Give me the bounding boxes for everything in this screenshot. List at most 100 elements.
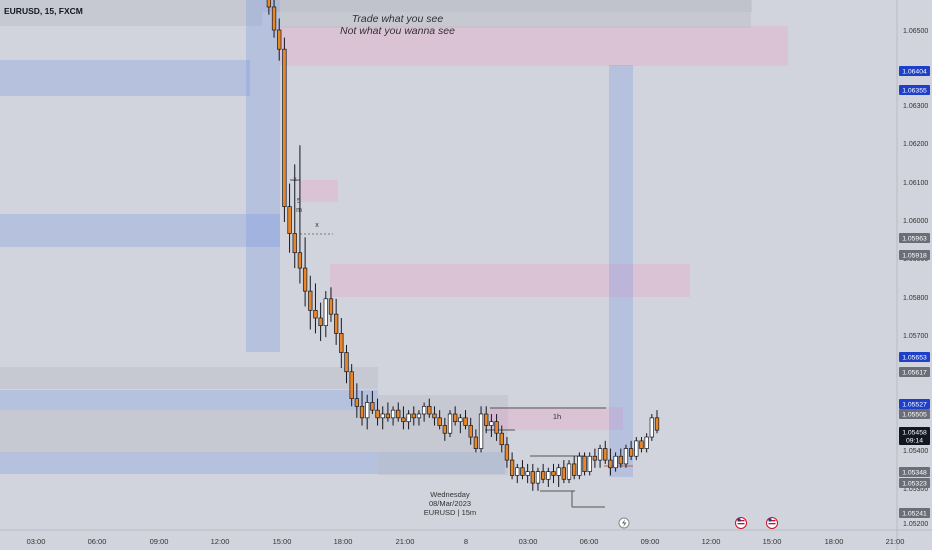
candle[interactable]: [390, 406, 396, 426]
candle[interactable]: [349, 364, 354, 407]
candle-body-bear: [339, 333, 344, 353]
candle[interactable]: [442, 417, 447, 441]
candle-body-bear: [271, 6, 277, 31]
candle[interactable]: [313, 283, 318, 334]
candle[interactable]: [535, 467, 541, 491]
candle[interactable]: [618, 448, 623, 468]
candle[interactable]: [453, 406, 458, 426]
time-tick-label: 15:00: [273, 537, 292, 546]
candle[interactable]: [597, 444, 603, 468]
candle-body-bull: [535, 471, 541, 484]
candle[interactable]: [339, 318, 344, 368]
candle[interactable]: [401, 406, 406, 430]
candle[interactable]: [546, 467, 551, 487]
candle[interactable]: [370, 390, 375, 414]
event-icons[interactable]: [618, 517, 778, 529]
candle[interactable]: [302, 237, 308, 307]
candle[interactable]: [566, 460, 572, 484]
candle[interactable]: [323, 291, 328, 338]
candle[interactable]: [582, 452, 587, 476]
candles-layer[interactable]: [205, 0, 660, 491]
candle[interactable]: [308, 275, 313, 330]
price-tick-label: 1.06100: [903, 180, 928, 187]
candle[interactable]: [437, 410, 442, 430]
candle[interactable]: [266, 0, 272, 15]
candle[interactable]: [406, 410, 411, 430]
candle[interactable]: [375, 398, 380, 426]
candle[interactable]: [287, 183, 292, 253]
candle[interactable]: [644, 433, 649, 453]
candle[interactable]: [520, 460, 525, 480]
candle[interactable]: [416, 410, 422, 426]
candle[interactable]: [592, 448, 598, 468]
candle[interactable]: [334, 298, 339, 345]
candle[interactable]: [473, 429, 479, 453]
candle[interactable]: [634, 437, 639, 461]
symbol-legend[interactable]: EURUSD, 15, FXCM: [4, 6, 83, 16]
price-label-text: 1.05617: [902, 370, 927, 377]
candle[interactable]: [344, 344, 349, 384]
candle[interactable]: [385, 402, 391, 422]
candle[interactable]: [515, 463, 520, 484]
candle[interactable]: [484, 406, 489, 434]
candle[interactable]: [282, 37, 287, 222]
candle[interactable]: [297, 145, 303, 284]
candle[interactable]: [328, 287, 334, 322]
candle[interactable]: [365, 394, 370, 430]
candle[interactable]: [396, 402, 401, 422]
candle[interactable]: [649, 414, 654, 441]
time-tick-label: 8: [464, 537, 468, 546]
candle[interactable]: [494, 414, 499, 441]
candle[interactable]: [639, 437, 644, 453]
candle[interactable]: [359, 390, 365, 426]
candle[interactable]: [577, 452, 582, 480]
zone-pink-8: [330, 264, 690, 297]
candle[interactable]: [587, 452, 592, 476]
candle[interactable]: [603, 440, 608, 464]
candle[interactable]: [628, 440, 634, 461]
candle[interactable]: [354, 383, 359, 418]
candle-body-bear: [354, 398, 359, 407]
candle[interactable]: [509, 452, 515, 480]
candle[interactable]: [525, 463, 530, 484]
candle[interactable]: [458, 414, 463, 434]
candle-body-bull: [587, 455, 592, 472]
candle[interactable]: [489, 414, 494, 438]
candle[interactable]: [421, 402, 427, 422]
candle[interactable]: [504, 437, 510, 468]
candle[interactable]: [468, 417, 473, 445]
candle[interactable]: [427, 398, 432, 418]
candle[interactable]: [411, 406, 416, 426]
time-tick-label: 12:00: [702, 537, 721, 546]
candle-body-bear: [484, 413, 489, 426]
candle[interactable]: [556, 463, 561, 487]
time-tick-label: 21:00: [886, 537, 905, 546]
candle[interactable]: [561, 460, 566, 484]
candle[interactable]: [613, 452, 618, 472]
candle-body-bull: [597, 448, 603, 461]
candle[interactable]: [540, 463, 546, 484]
candle[interactable]: [572, 456, 577, 480]
candle[interactable]: [478, 406, 484, 453]
candle[interactable]: [530, 463, 535, 491]
candle[interactable]: [608, 448, 613, 476]
candle[interactable]: [551, 463, 556, 484]
candle-body-bear: [592, 455, 598, 461]
candle[interactable]: [318, 302, 323, 342]
candle[interactable]: [463, 410, 468, 430]
motto-line-1: Trade what you see: [351, 13, 444, 25]
time-axis[interactable]: 03:00 06:00 09:00 12:00 15:00 18:00 21:00 8 03:0…: [27, 537, 905, 546]
zone-blue-12: [0, 452, 505, 474]
candle[interactable]: [271, 0, 277, 38]
candle[interactable]: [277, 18, 282, 61]
candle[interactable]: [292, 164, 297, 269]
price-label-text: 1.05348: [902, 470, 927, 477]
candle[interactable]: [447, 410, 453, 438]
candle[interactable]: [623, 444, 629, 468]
candle[interactable]: [499, 425, 504, 453]
candle[interactable]: [380, 406, 385, 430]
candle[interactable]: [432, 406, 437, 426]
candle[interactable]: [654, 410, 660, 434]
